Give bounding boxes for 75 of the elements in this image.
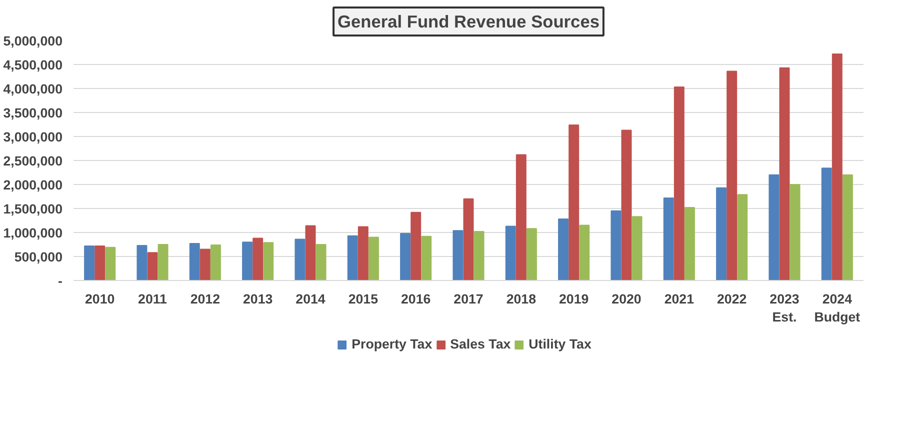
bar: [242, 242, 253, 280]
chart-title: General Fund Revenue Sources: [338, 12, 600, 32]
x-tick-label: 2024 Budget: [814, 292, 861, 324]
bar: [136, 244, 148, 280]
y-tick-label: 4,500,000: [3, 58, 63, 72]
legend-label: Utility Tax: [528, 336, 592, 352]
bar: [674, 86, 684, 280]
bar: [474, 231, 484, 280]
bar: [316, 244, 326, 280]
x-tick-label: 2013: [243, 292, 273, 306]
bar: [263, 242, 274, 280]
bar: [610, 210, 622, 280]
bar: [421, 236, 432, 280]
bar: [347, 235, 358, 280]
x-tick-label: 2021: [664, 292, 695, 306]
x-tick-label: 2012: [190, 292, 220, 306]
bar: [684, 207, 695, 280]
bar: [368, 236, 379, 280]
bar: [305, 225, 316, 280]
y-tick-label: -: [58, 274, 63, 288]
bar: [842, 174, 853, 280]
bar: [84, 245, 95, 280]
y-tick-label: 2,500,000: [3, 154, 63, 168]
bar: [779, 67, 790, 280]
bar: [94, 245, 106, 280]
y-tick-label: 4,000,000: [3, 82, 63, 96]
bar: [294, 238, 306, 280]
legend-label: Sales Tax: [450, 336, 511, 352]
bar: [737, 194, 748, 280]
x-tick-label: 2023 Est.: [770, 292, 800, 324]
bar: [400, 232, 411, 280]
bar: [505, 226, 516, 280]
y-tick-label: 3,000,000: [3, 130, 63, 144]
bar: [663, 197, 674, 280]
y-tick-label: 3,500,000: [3, 106, 63, 120]
bar: [210, 244, 221, 280]
y-tick-label: 1,500,000: [3, 202, 63, 216]
y-tick-label: 2,000,000: [3, 178, 63, 192]
x-tick-label: 2020: [612, 292, 642, 306]
x-tick-label: 2018: [506, 292, 536, 306]
bar: [579, 224, 590, 280]
x-tick-label: 2017: [454, 292, 484, 306]
x-tick-label: 2010: [85, 292, 115, 306]
bar: [200, 248, 210, 280]
x-tick-label: 2016: [401, 292, 431, 306]
bar: [189, 243, 200, 280]
x-tick-label: 2011: [138, 292, 168, 306]
bar: [568, 124, 580, 280]
bar: [558, 218, 569, 280]
x-tick-label: 2015: [348, 292, 379, 306]
bar: [716, 187, 727, 280]
y-tick-label: 1,000,000: [3, 226, 63, 240]
bar: [105, 246, 116, 280]
bar: [621, 130, 632, 280]
bar: [821, 168, 832, 280]
bar: [516, 154, 526, 280]
x-tick-label: 2022: [717, 292, 747, 306]
bar: [832, 53, 842, 280]
bar: [410, 212, 422, 280]
y-tick-label: 500,000: [14, 250, 63, 264]
legend-label: Property Tax: [352, 336, 432, 352]
bar: [526, 228, 537, 280]
y-tick-label: 5,000,000: [3, 34, 63, 48]
bar: [790, 184, 800, 280]
bar: [632, 216, 642, 280]
x-tick-label: 2019: [559, 292, 589, 306]
x-tick-label: 2014: [296, 292, 326, 306]
bar: [726, 70, 738, 280]
bar: [147, 252, 158, 280]
bar: [358, 226, 368, 280]
bar: [158, 244, 168, 280]
bar: [463, 198, 474, 280]
bar: [768, 174, 780, 280]
bar: [252, 238, 264, 280]
bar: [452, 230, 464, 280]
